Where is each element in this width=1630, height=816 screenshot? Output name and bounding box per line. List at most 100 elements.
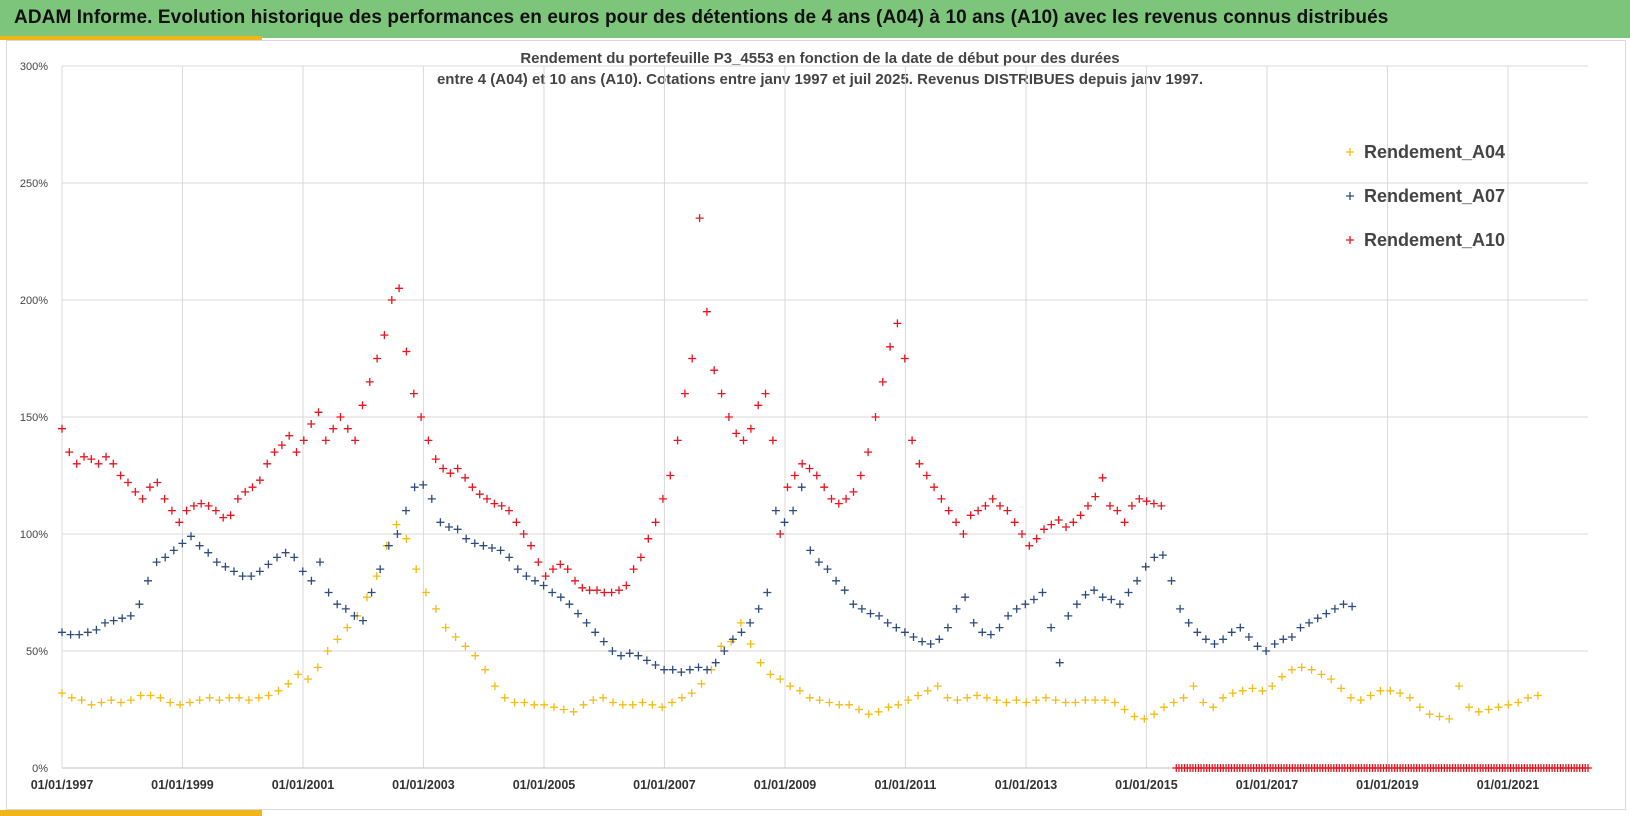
data-point — [908, 436, 917, 445]
data-point — [923, 686, 932, 695]
data-point — [1484, 705, 1493, 714]
series-Rendement_A10 — [58, 214, 1166, 597]
data-point — [680, 389, 689, 398]
data-point — [933, 682, 942, 691]
data-point — [160, 494, 169, 503]
data-point — [737, 628, 746, 637]
y-tick-label: 150% — [20, 412, 48, 424]
data-point — [1533, 691, 1542, 700]
data-point — [461, 642, 470, 651]
data-point — [943, 693, 952, 702]
data-point — [840, 586, 849, 595]
y-tick-label: 200% — [20, 295, 48, 307]
data-point — [264, 560, 273, 569]
data-point — [117, 698, 125, 707]
data-point — [1120, 518, 1129, 527]
data-point — [294, 670, 303, 679]
data-point — [746, 424, 755, 433]
data-point — [963, 693, 972, 702]
data-point — [101, 618, 109, 627]
data-point — [376, 565, 385, 574]
chart-frame — [6, 40, 1626, 810]
data-point — [648, 700, 657, 709]
data-point — [445, 523, 453, 531]
data-point — [274, 686, 283, 695]
data-point — [914, 691, 922, 700]
data-point — [628, 700, 637, 709]
data-point — [944, 506, 953, 515]
data-point — [1396, 689, 1405, 698]
data-point — [1262, 647, 1271, 655]
data-point — [1445, 714, 1454, 723]
data-point — [1584, 764, 1592, 772]
data-point — [634, 651, 643, 660]
data-point — [935, 635, 944, 644]
data-point — [341, 604, 350, 613]
data-point — [1157, 501, 1166, 510]
data-point — [195, 696, 204, 705]
data-point — [285, 431, 294, 440]
data-point — [593, 586, 601, 595]
data-point — [805, 464, 814, 473]
data-point — [798, 459, 807, 468]
data-point — [746, 618, 755, 627]
data-point — [439, 464, 448, 473]
data-point — [1193, 628, 1202, 637]
data-point — [292, 448, 301, 457]
data-point — [1184, 618, 1193, 627]
data-point — [1002, 698, 1011, 707]
data-point — [1435, 712, 1444, 721]
data-point — [832, 576, 841, 585]
data-point — [589, 696, 598, 705]
data-point — [1150, 553, 1159, 562]
data-point — [1022, 698, 1031, 707]
data-point — [660, 665, 669, 674]
data-point — [116, 471, 125, 480]
data-point — [263, 459, 272, 468]
y-tick-label: 0% — [32, 763, 48, 775]
data-point — [1405, 693, 1414, 702]
data-point — [766, 670, 775, 679]
data-point — [187, 532, 195, 541]
data-point — [80, 452, 88, 461]
data-point — [685, 665, 694, 674]
data-point — [1141, 562, 1150, 571]
data-point — [235, 693, 244, 702]
data-point — [1025, 541, 1034, 550]
data-point — [97, 698, 106, 707]
data-point — [72, 459, 81, 468]
data-point — [343, 623, 352, 632]
data-point — [316, 558, 324, 567]
data-point — [820, 483, 829, 492]
data-point — [75, 630, 84, 639]
legend-label: Rendement_A04 — [1364, 142, 1505, 162]
x-tick-label: 01/01/2009 — [754, 778, 817, 792]
data-point — [1176, 604, 1185, 613]
data-point — [1219, 635, 1228, 644]
data-point — [1032, 696, 1041, 705]
data-point — [333, 635, 342, 644]
data-point — [241, 487, 250, 496]
data-point — [995, 623, 1004, 632]
data-point — [392, 520, 401, 529]
data-point — [479, 541, 488, 550]
header-banner: ADAM Informe. Evolution historique des p… — [0, 0, 1630, 38]
data-point — [1228, 689, 1237, 698]
data-point — [512, 518, 521, 527]
data-point — [668, 698, 676, 707]
data-point — [952, 604, 961, 613]
data-point — [1330, 604, 1339, 613]
x-tick-label: 01/01/2005 — [513, 778, 576, 792]
data-point — [1268, 682, 1277, 691]
data-point — [915, 459, 924, 468]
data-point — [1064, 611, 1073, 620]
data-point — [1236, 623, 1245, 632]
data-point — [215, 696, 224, 705]
data-point — [205, 693, 214, 702]
data-point — [470, 539, 479, 548]
data-point — [387, 296, 396, 304]
data-point — [1169, 698, 1178, 707]
data-point — [424, 436, 433, 445]
data-point — [559, 705, 568, 714]
data-point — [909, 633, 918, 641]
